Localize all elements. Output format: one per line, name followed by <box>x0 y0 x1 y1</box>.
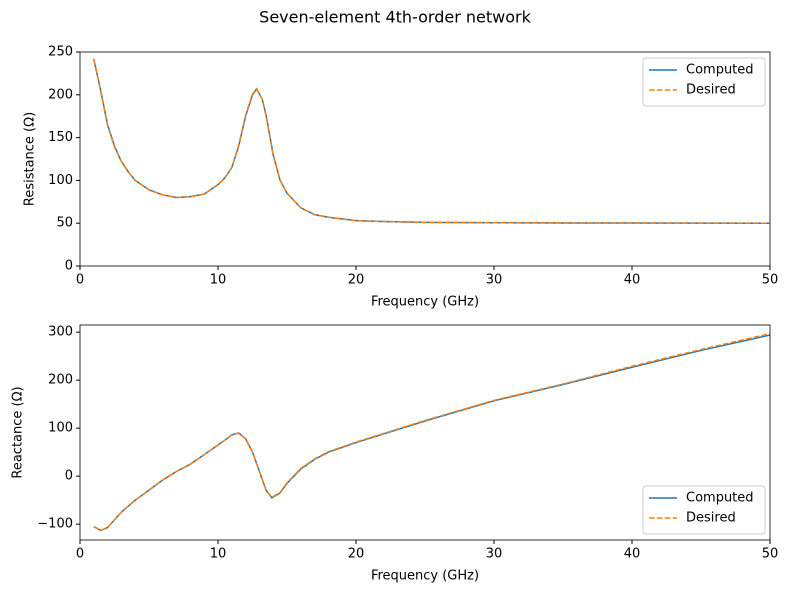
legend-label: Computed <box>686 63 754 78</box>
legend-label: Desired <box>686 511 736 526</box>
x-tick-label: 10 <box>210 547 227 562</box>
x-tick-label: 30 <box>486 547 503 562</box>
x-tick-label: 30 <box>486 273 503 288</box>
x-tick-label: 20 <box>348 273 365 288</box>
legend: Computed Desired <box>642 57 766 107</box>
x-tick-label: 50 <box>762 547 779 562</box>
y-axis-label: Resistance (Ω) <box>23 112 38 206</box>
y-tick-label: 150 <box>48 130 73 145</box>
figure-title: Seven-element 4th-order network <box>259 8 531 27</box>
y-tick-label: 300 <box>48 325 73 340</box>
legend-label: Computed <box>686 491 754 506</box>
x-tick-label: 20 <box>348 547 365 562</box>
x-tick-label: 0 <box>76 273 84 288</box>
axes-frame <box>79 324 771 541</box>
x-tick-label: 40 <box>624 547 641 562</box>
x-tick-label: 40 <box>624 273 641 288</box>
axes-frame <box>79 51 771 267</box>
legend: Computed Desired <box>642 485 766 535</box>
legend-label: Desired <box>686 83 736 98</box>
y-tick-label: 200 <box>48 87 73 102</box>
line <box>93 59 771 224</box>
y-tick-label: 200 <box>48 373 73 388</box>
x-axis-label: Frequency (GHz) <box>371 295 479 310</box>
x-tick-label: 10 <box>210 273 227 288</box>
y-tick-label: 100 <box>48 173 73 188</box>
y-tick-label: −100 <box>37 517 73 532</box>
line <box>93 332 771 532</box>
y-tick-label: 100 <box>48 421 73 436</box>
y-tick-label: 250 <box>48 45 73 60</box>
x-tick-label: 50 <box>762 273 779 288</box>
y-tick-label: 0 <box>65 469 73 484</box>
y-tick-label: 50 <box>56 216 73 231</box>
x-axis-label: Frequency (GHz) <box>371 569 479 584</box>
y-tick-label: 0 <box>65 259 73 274</box>
x-tick-label: 0 <box>76 547 84 562</box>
y-axis-label: Reactance (Ω) <box>11 386 26 478</box>
